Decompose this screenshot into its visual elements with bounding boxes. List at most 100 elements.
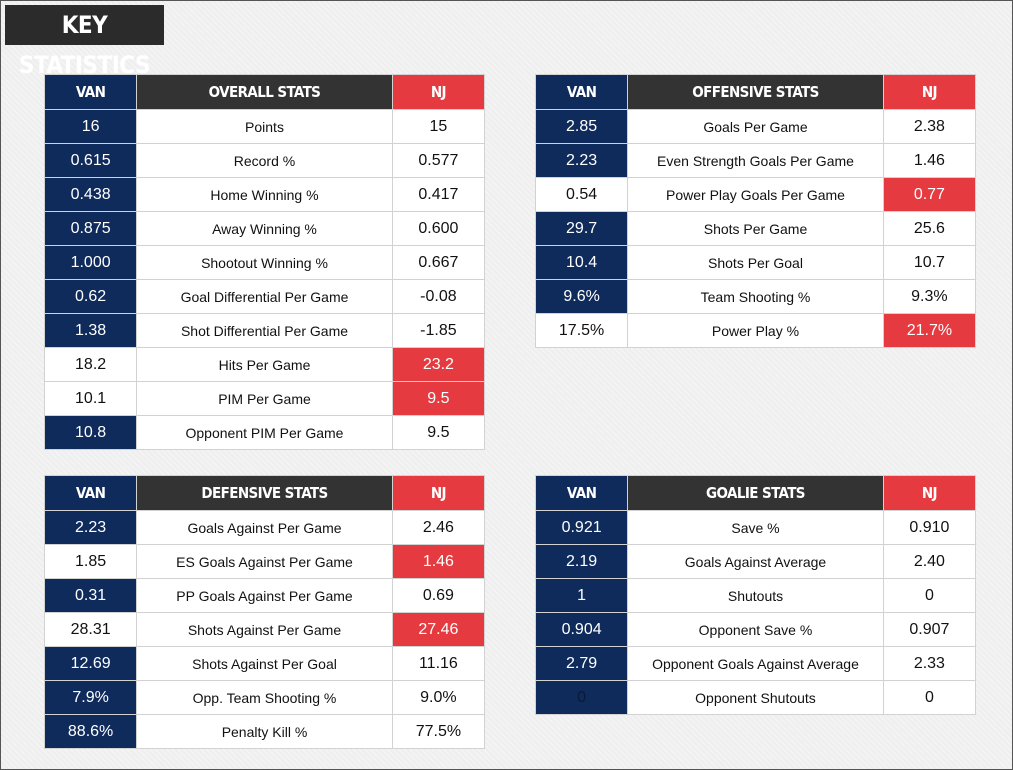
stat-label: Shootout Winning %	[136, 245, 393, 280]
goalie-stats-title: GOALIE STATS	[627, 475, 884, 511]
nj-value: 25.6	[882, 211, 977, 246]
table-row: 10.1 PIM Per Game 9.5	[43, 381, 486, 416]
van-value: 12.69	[43, 646, 138, 681]
stat-label: Shots Against Per Game	[136, 612, 393, 647]
overall-stats-title: OVERALL STATS	[136, 74, 393, 110]
table-row: 0 Opponent Shutouts 0	[534, 680, 977, 715]
nj-value: 1.46	[882, 143, 977, 178]
van-value: 0.438	[43, 177, 138, 212]
stat-label: Home Winning %	[136, 177, 393, 212]
van-value: 0.875	[43, 211, 138, 246]
van-value: 2.19	[534, 544, 629, 579]
goalie-stats-table: VAN GOALIE STATS NJ 0.921 Save % 0.910 2…	[534, 475, 977, 715]
stat-label: Shutouts	[627, 578, 884, 613]
nj-value: 2.33	[882, 646, 977, 681]
table-row: 16 Points 15	[43, 109, 486, 144]
nj-value: 2.38	[882, 109, 977, 144]
nj-value: 1.46	[391, 544, 486, 579]
nj-value: 0	[882, 578, 977, 613]
nj-header: NJ	[391, 74, 486, 110]
table-row: 10.8 Opponent PIM Per Game 9.5	[43, 415, 486, 450]
van-value: 1.85	[43, 544, 138, 579]
nj-value: 11.16	[391, 646, 486, 681]
van-value: 16	[43, 109, 138, 144]
table-row: 2.23 Even Strength Goals Per Game 1.46	[534, 143, 977, 178]
table-row: 2.79 Opponent Goals Against Average 2.33	[534, 646, 977, 681]
van-value: 10.8	[43, 415, 138, 450]
van-value: 0.62	[43, 279, 138, 314]
defensive-stats-title: DEFENSIVE STATS	[136, 475, 393, 511]
stat-label: Goals Against Per Game	[136, 510, 393, 545]
table-header-row: VAN OFFENSIVE STATS NJ	[534, 74, 977, 110]
table-row: 10.4 Shots Per Goal 10.7	[534, 245, 977, 280]
stat-label: Opponent Goals Against Average	[627, 646, 884, 681]
nj-value: 2.46	[391, 510, 486, 545]
stat-label: Record %	[136, 143, 393, 178]
nj-value: 9.5	[391, 381, 486, 416]
nj-value: 77.5%	[391, 714, 486, 749]
stat-label: Goals Per Game	[627, 109, 884, 144]
van-header: VAN	[534, 475, 629, 511]
nj-value: 15	[391, 109, 486, 144]
stat-label: Team Shooting %	[627, 279, 884, 314]
stat-label: Shots Per Game	[627, 211, 884, 246]
table-row: 0.62 Goal Differential Per Game -0.08	[43, 279, 486, 314]
stat-label: Away Winning %	[136, 211, 393, 246]
offensive-stats-title: OFFENSIVE STATS	[627, 74, 884, 110]
table-row: 0.438 Home Winning % 0.417	[43, 177, 486, 212]
van-header: VAN	[534, 74, 629, 110]
stat-label: Even Strength Goals Per Game	[627, 143, 884, 178]
nj-value: 0.417	[391, 177, 486, 212]
table-row: 2.19 Goals Against Average 2.40	[534, 544, 977, 579]
table-row: 1.000 Shootout Winning % 0.667	[43, 245, 486, 280]
nj-value: 0.577	[391, 143, 486, 178]
van-value: 2.79	[534, 646, 629, 681]
stat-label: Points	[136, 109, 393, 144]
van-header: VAN	[43, 74, 138, 110]
van-value: 10.1	[43, 381, 138, 416]
stat-label: Shots Per Goal	[627, 245, 884, 280]
nj-value: -0.08	[391, 279, 486, 314]
overall-stats-table: VAN OVERALL STATS NJ 16 Points 15 0.615 …	[43, 74, 486, 450]
stat-label: Save %	[627, 510, 884, 545]
van-value: 10.4	[534, 245, 629, 280]
van-value: 0.904	[534, 612, 629, 647]
stat-label: Shots Against Per Goal	[136, 646, 393, 681]
nj-header: NJ	[882, 74, 977, 110]
nj-value: 0.907	[882, 612, 977, 647]
page-title: KEY STATISTICS	[5, 5, 164, 79]
van-header: VAN	[43, 475, 138, 511]
table-row: 17.5% Power Play % 21.7%	[534, 313, 977, 348]
table-row: 18.2 Hits Per Game 23.2	[43, 347, 486, 382]
nj-value: -1.85	[391, 313, 486, 348]
stat-label: Opponent Shutouts	[627, 680, 884, 715]
offensive-stats-table: VAN OFFENSIVE STATS NJ 2.85 Goals Per Ga…	[534, 74, 977, 348]
stat-label: Power Play %	[627, 313, 884, 348]
table-row: 1.85 ES Goals Against Per Game 1.46	[43, 544, 486, 579]
nj-value: 27.46	[391, 612, 486, 647]
table-header-row: VAN GOALIE STATS NJ	[534, 475, 977, 511]
table-row: 9.6% Team Shooting % 9.3%	[534, 279, 977, 314]
van-value: 28.31	[43, 612, 138, 647]
nj-value: 0.77	[882, 177, 977, 212]
van-value: 1.000	[43, 245, 138, 280]
table-row: 0.904 Opponent Save % 0.907	[534, 612, 977, 647]
table-row: 29.7 Shots Per Game 25.6	[534, 211, 977, 246]
van-value: 1	[534, 578, 629, 613]
table-row: 2.85 Goals Per Game 2.38	[534, 109, 977, 144]
nj-value: 23.2	[391, 347, 486, 382]
van-value: 0.615	[43, 143, 138, 178]
van-value: 2.85	[534, 109, 629, 144]
van-value: 88.6%	[43, 714, 138, 749]
nj-value: 0.69	[391, 578, 486, 613]
table-row: 0.31 PP Goals Against Per Game 0.69	[43, 578, 486, 613]
stat-label: Opponent PIM Per Game	[136, 415, 393, 450]
van-value: 0.54	[534, 177, 629, 212]
van-value: 0.31	[43, 578, 138, 613]
table-row: 28.31 Shots Against Per Game 27.46	[43, 612, 486, 647]
nj-header: NJ	[391, 475, 486, 511]
nj-value: 0.667	[391, 245, 486, 280]
table-row: 0.921 Save % 0.910	[534, 510, 977, 545]
defensive-stats-table: VAN DEFENSIVE STATS NJ 2.23 Goals Agains…	[43, 475, 486, 749]
nj-value: 9.3%	[882, 279, 977, 314]
